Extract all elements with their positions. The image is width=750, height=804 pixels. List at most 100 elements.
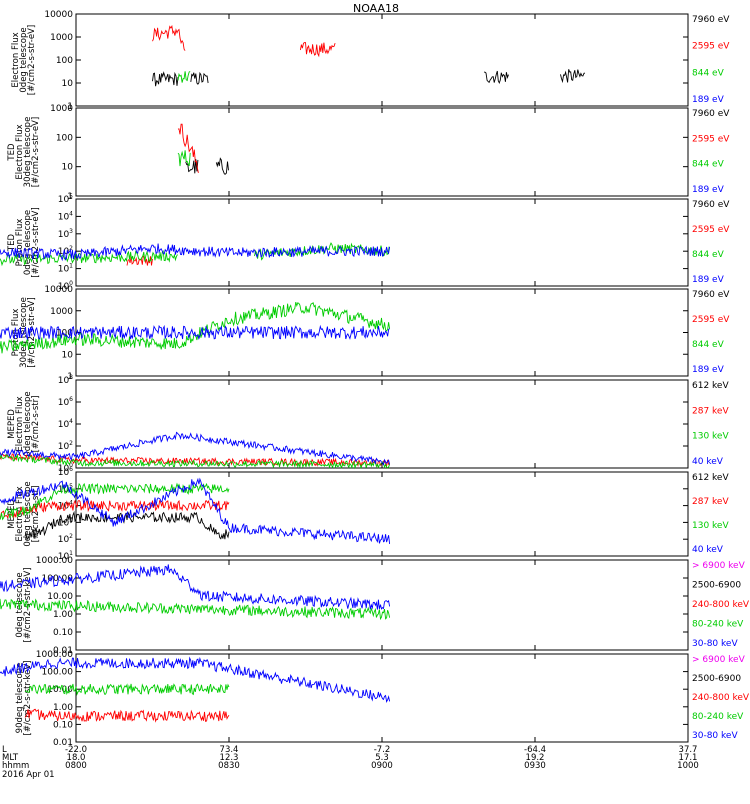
y-tick-label: 100 [58, 280, 73, 292]
y-tick-label: 1.00 [53, 703, 73, 713]
y-tick-label: 10000 [44, 285, 73, 295]
footer-axis-name: MLT [2, 753, 19, 763]
legend-entry: 30-80 keV [692, 639, 738, 649]
y-tick-label: 1 [67, 102, 73, 112]
series-trace [24, 510, 230, 541]
series-trace [152, 71, 179, 87]
footer-date: 2016 Apr 01 [2, 770, 55, 780]
y-tick-label: 100.00 [42, 574, 74, 584]
legend-entry: 612 keV [692, 381, 729, 391]
legend-entry: 40 keV [692, 545, 724, 555]
legend-entry: 240-800 keV [692, 693, 750, 703]
y-tick-label: 0.10 [53, 720, 73, 730]
footer-time-value: 0900 [371, 761, 393, 771]
legend-entry: 7960 eV [692, 15, 730, 25]
y-tick-label: 103 [58, 516, 73, 528]
series-trace [299, 42, 336, 58]
y-axis-label: 90deg telescope [15, 663, 25, 734]
y-axis-label: 0deg telescope [23, 391, 33, 456]
footer-l-value: -64.4 [524, 745, 546, 755]
series-trace [0, 477, 391, 544]
series-trace [177, 150, 191, 167]
y-tick-label: 10000 [44, 10, 73, 20]
y-tick-label: 1000.00 [36, 650, 73, 660]
y-axis-label: [#/cm2-s-str] [31, 396, 41, 453]
y-tick-label: 0.01 [53, 738, 73, 748]
legend-entry: 844 eV [692, 340, 725, 350]
panel-frame [75, 198, 689, 287]
panel-frame [75, 107, 689, 197]
legend-entry: 30-80 keV [692, 731, 738, 741]
y-axis-label: MEPED [7, 409, 17, 439]
y-tick-label: 100.00 [42, 668, 74, 678]
legend-entry: 2595 eV [692, 225, 730, 235]
legend-entry: 2595 eV [692, 134, 730, 144]
y-tick-label: 0.01 [53, 646, 73, 656]
series-trace [24, 683, 230, 696]
footer-time-value: 1000 [677, 761, 699, 771]
footer-axis-name: hhmm [2, 761, 29, 771]
y-tick-label: 102 [58, 533, 73, 545]
footer-mlt-value: 12.3 [220, 753, 239, 763]
y-axis-label: [#/cm2-s-str-eV] [27, 297, 37, 367]
legend-entry: 2595 eV [692, 42, 730, 52]
y-axis-label: TED [7, 143, 17, 162]
legend-entry: 844 eV [692, 250, 725, 260]
series-trace [0, 243, 391, 262]
footer-time-value: 0830 [218, 761, 240, 771]
legend-entry: 189 eV [692, 95, 725, 105]
legend-entry: 2500-6900 [692, 674, 741, 684]
y-tick-label: 1000.00 [36, 556, 73, 566]
footer-mlt-value: 19.2 [526, 753, 545, 763]
y-axis-label: [#/cm2-s-str-eV] [27, 25, 37, 95]
y-axis-label: [#/cm2-s-str-keV] [23, 568, 33, 643]
y-tick-label: 105 [58, 193, 73, 205]
panel-frame [75, 471, 689, 557]
y-axis-label: TED [7, 233, 17, 252]
legend-entry: 189 eV [692, 275, 725, 285]
y-tick-label: 10.00 [47, 685, 73, 695]
y-tick-label: 100 [56, 56, 73, 66]
series-trace [0, 249, 178, 267]
y-tick-label: 100 [56, 329, 73, 339]
y-axis-label: 0deg telescope [23, 481, 33, 546]
legend-entry: 844 eV [692, 160, 725, 170]
y-tick-label: 104 [58, 418, 73, 430]
legend-entry: 2500-6900 [692, 581, 741, 591]
footer-time-value: 0800 [65, 761, 87, 771]
legend-entry: 7960 eV [692, 290, 730, 300]
panel-frame [75, 13, 689, 107]
series-trace [177, 123, 199, 173]
series-trace [0, 431, 391, 466]
footer-l-value: 73.4 [220, 745, 239, 755]
y-tick-label: 101 [58, 550, 73, 562]
footer-axis-name: L [2, 745, 7, 755]
y-tick-label: 1 [67, 192, 73, 202]
y-axis-label: [#/cm2-s-str-eV] [31, 207, 41, 277]
series-trace [0, 482, 230, 521]
series-trace [185, 159, 199, 174]
legend-entry: 287 keV [692, 406, 729, 416]
legend-entry: 130 keV [692, 432, 729, 442]
series-trace [0, 324, 390, 341]
footer-mlt-value: 5.3 [375, 753, 389, 763]
y-tick-label: 108 [58, 374, 73, 386]
footer-l-value: -22.0 [65, 745, 87, 755]
y-axis-label: [#/cm2-s-str] [31, 486, 41, 543]
legend-entry: 2595 eV [692, 315, 730, 325]
y-tick-label: 10 [62, 350, 74, 360]
y-tick-label: 105 [58, 483, 73, 495]
legend-entry: 612 keV [692, 473, 729, 483]
y-tick-label: 100 [56, 133, 73, 143]
series-trace [152, 24, 186, 51]
y-tick-label: 1 [67, 372, 73, 382]
legend-entry: 189 eV [692, 185, 725, 195]
y-tick-label: 10 [62, 163, 74, 173]
legend-entry: 287 keV [692, 497, 729, 507]
series-trace [215, 157, 229, 175]
legend-entry: 844 eV [692, 68, 725, 78]
y-tick-label: 10 [62, 79, 74, 89]
y-tick-label: 1000 [50, 104, 73, 114]
